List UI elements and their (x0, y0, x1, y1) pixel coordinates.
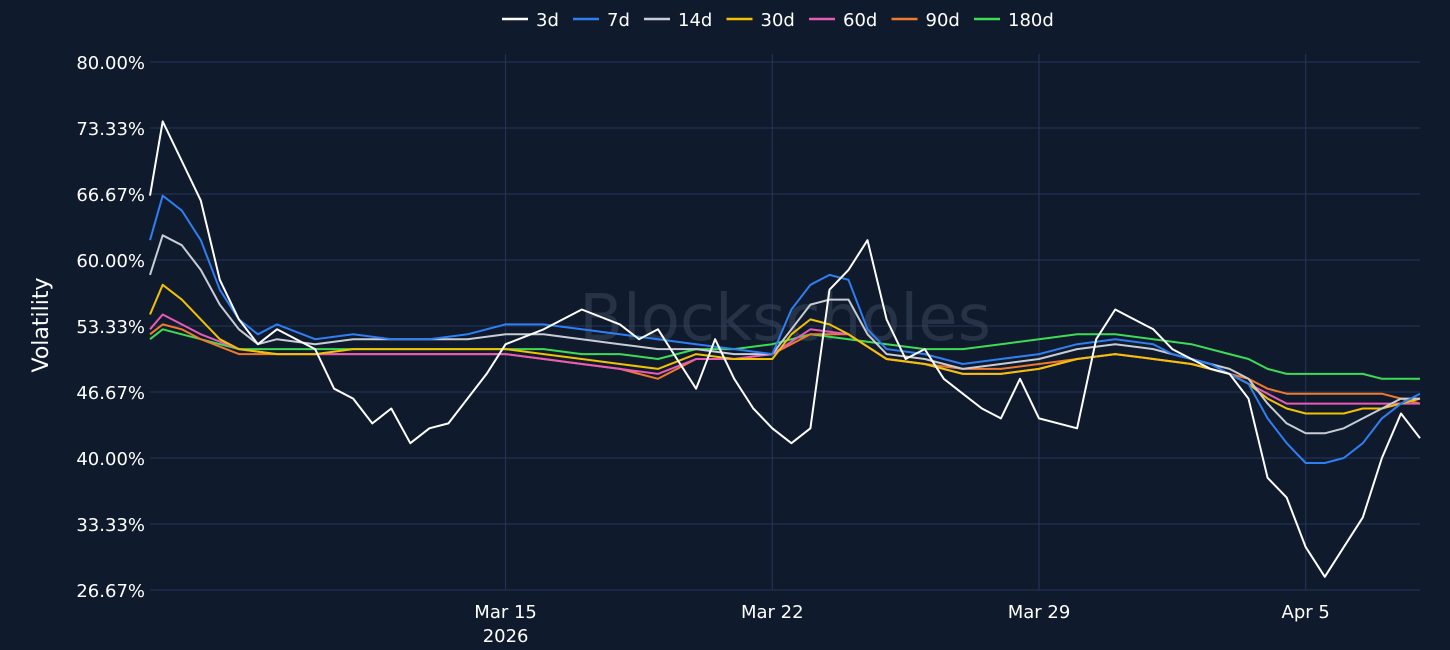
series-lines (149, 120, 1421, 578)
y-tick-label: 66.67% (76, 185, 145, 206)
legend: 3d 7d 14d 30d 60d 90d 180d (502, 10, 1054, 31)
series-line-3d (149, 120, 1421, 578)
legend-label: 14d (678, 10, 712, 31)
series-line-180d (149, 328, 1420, 380)
legend-item-14d[interactable]: 14d (644, 10, 712, 31)
y-tick-label: 33.33% (76, 515, 145, 536)
legend-label: 180d (1008, 10, 1054, 31)
legend-item-30d[interactable]: 30d (726, 10, 795, 31)
chart-grid (150, 54, 1420, 591)
x-tick-label: Apr 5 (1282, 602, 1330, 623)
y-tick-label: 53.33% (76, 317, 145, 338)
legend-label: 3d (536, 10, 559, 31)
x-axis-ticks: Mar 15 2026 Mar 22 Mar 29 Apr 5 (474, 602, 1330, 647)
x-tick-year-label: 2026 (483, 626, 529, 647)
series-line-14d (149, 234, 1420, 435)
series-line-30d (149, 283, 1421, 415)
legend-item-60d[interactable]: 60d (809, 10, 877, 31)
y-tick-label: 40.00% (76, 449, 145, 470)
legend-item-3d[interactable]: 3d (502, 10, 559, 31)
legend-label: 60d (843, 10, 877, 31)
y-tick-label: 46.67% (76, 383, 145, 404)
y-tick-label: 60.00% (76, 251, 145, 272)
series-line-7d (149, 194, 1421, 464)
legend-label: 30d (761, 10, 795, 31)
legend-label: 7d (607, 10, 630, 31)
y-axis-label: Volatility (29, 277, 54, 372)
legend-label: 90d (926, 10, 960, 31)
x-tick-label: Mar 22 (741, 602, 804, 623)
x-tick-label: Mar 15 (474, 602, 537, 623)
y-tick-label: 73.33% (76, 119, 145, 140)
legend-item-90d[interactable]: 90d (891, 10, 960, 31)
y-axis-ticks: 80.00% 73.33% 66.67% 60.00% 53.33% 46.67% 40.0… (76, 53, 145, 602)
y-tick-label: 26.67% (76, 581, 145, 602)
y-tick-label: 80.00% (76, 53, 145, 74)
x-tick-label: Mar 29 (1008, 602, 1071, 623)
legend-item-7d[interactable]: 7d (573, 10, 630, 31)
legend-item-180d[interactable]: 180d (974, 10, 1054, 31)
